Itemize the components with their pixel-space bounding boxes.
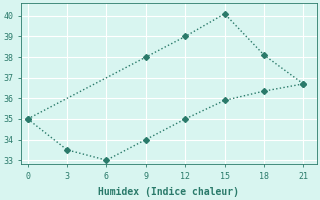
X-axis label: Humidex (Indice chaleur): Humidex (Indice chaleur) — [98, 186, 239, 197]
